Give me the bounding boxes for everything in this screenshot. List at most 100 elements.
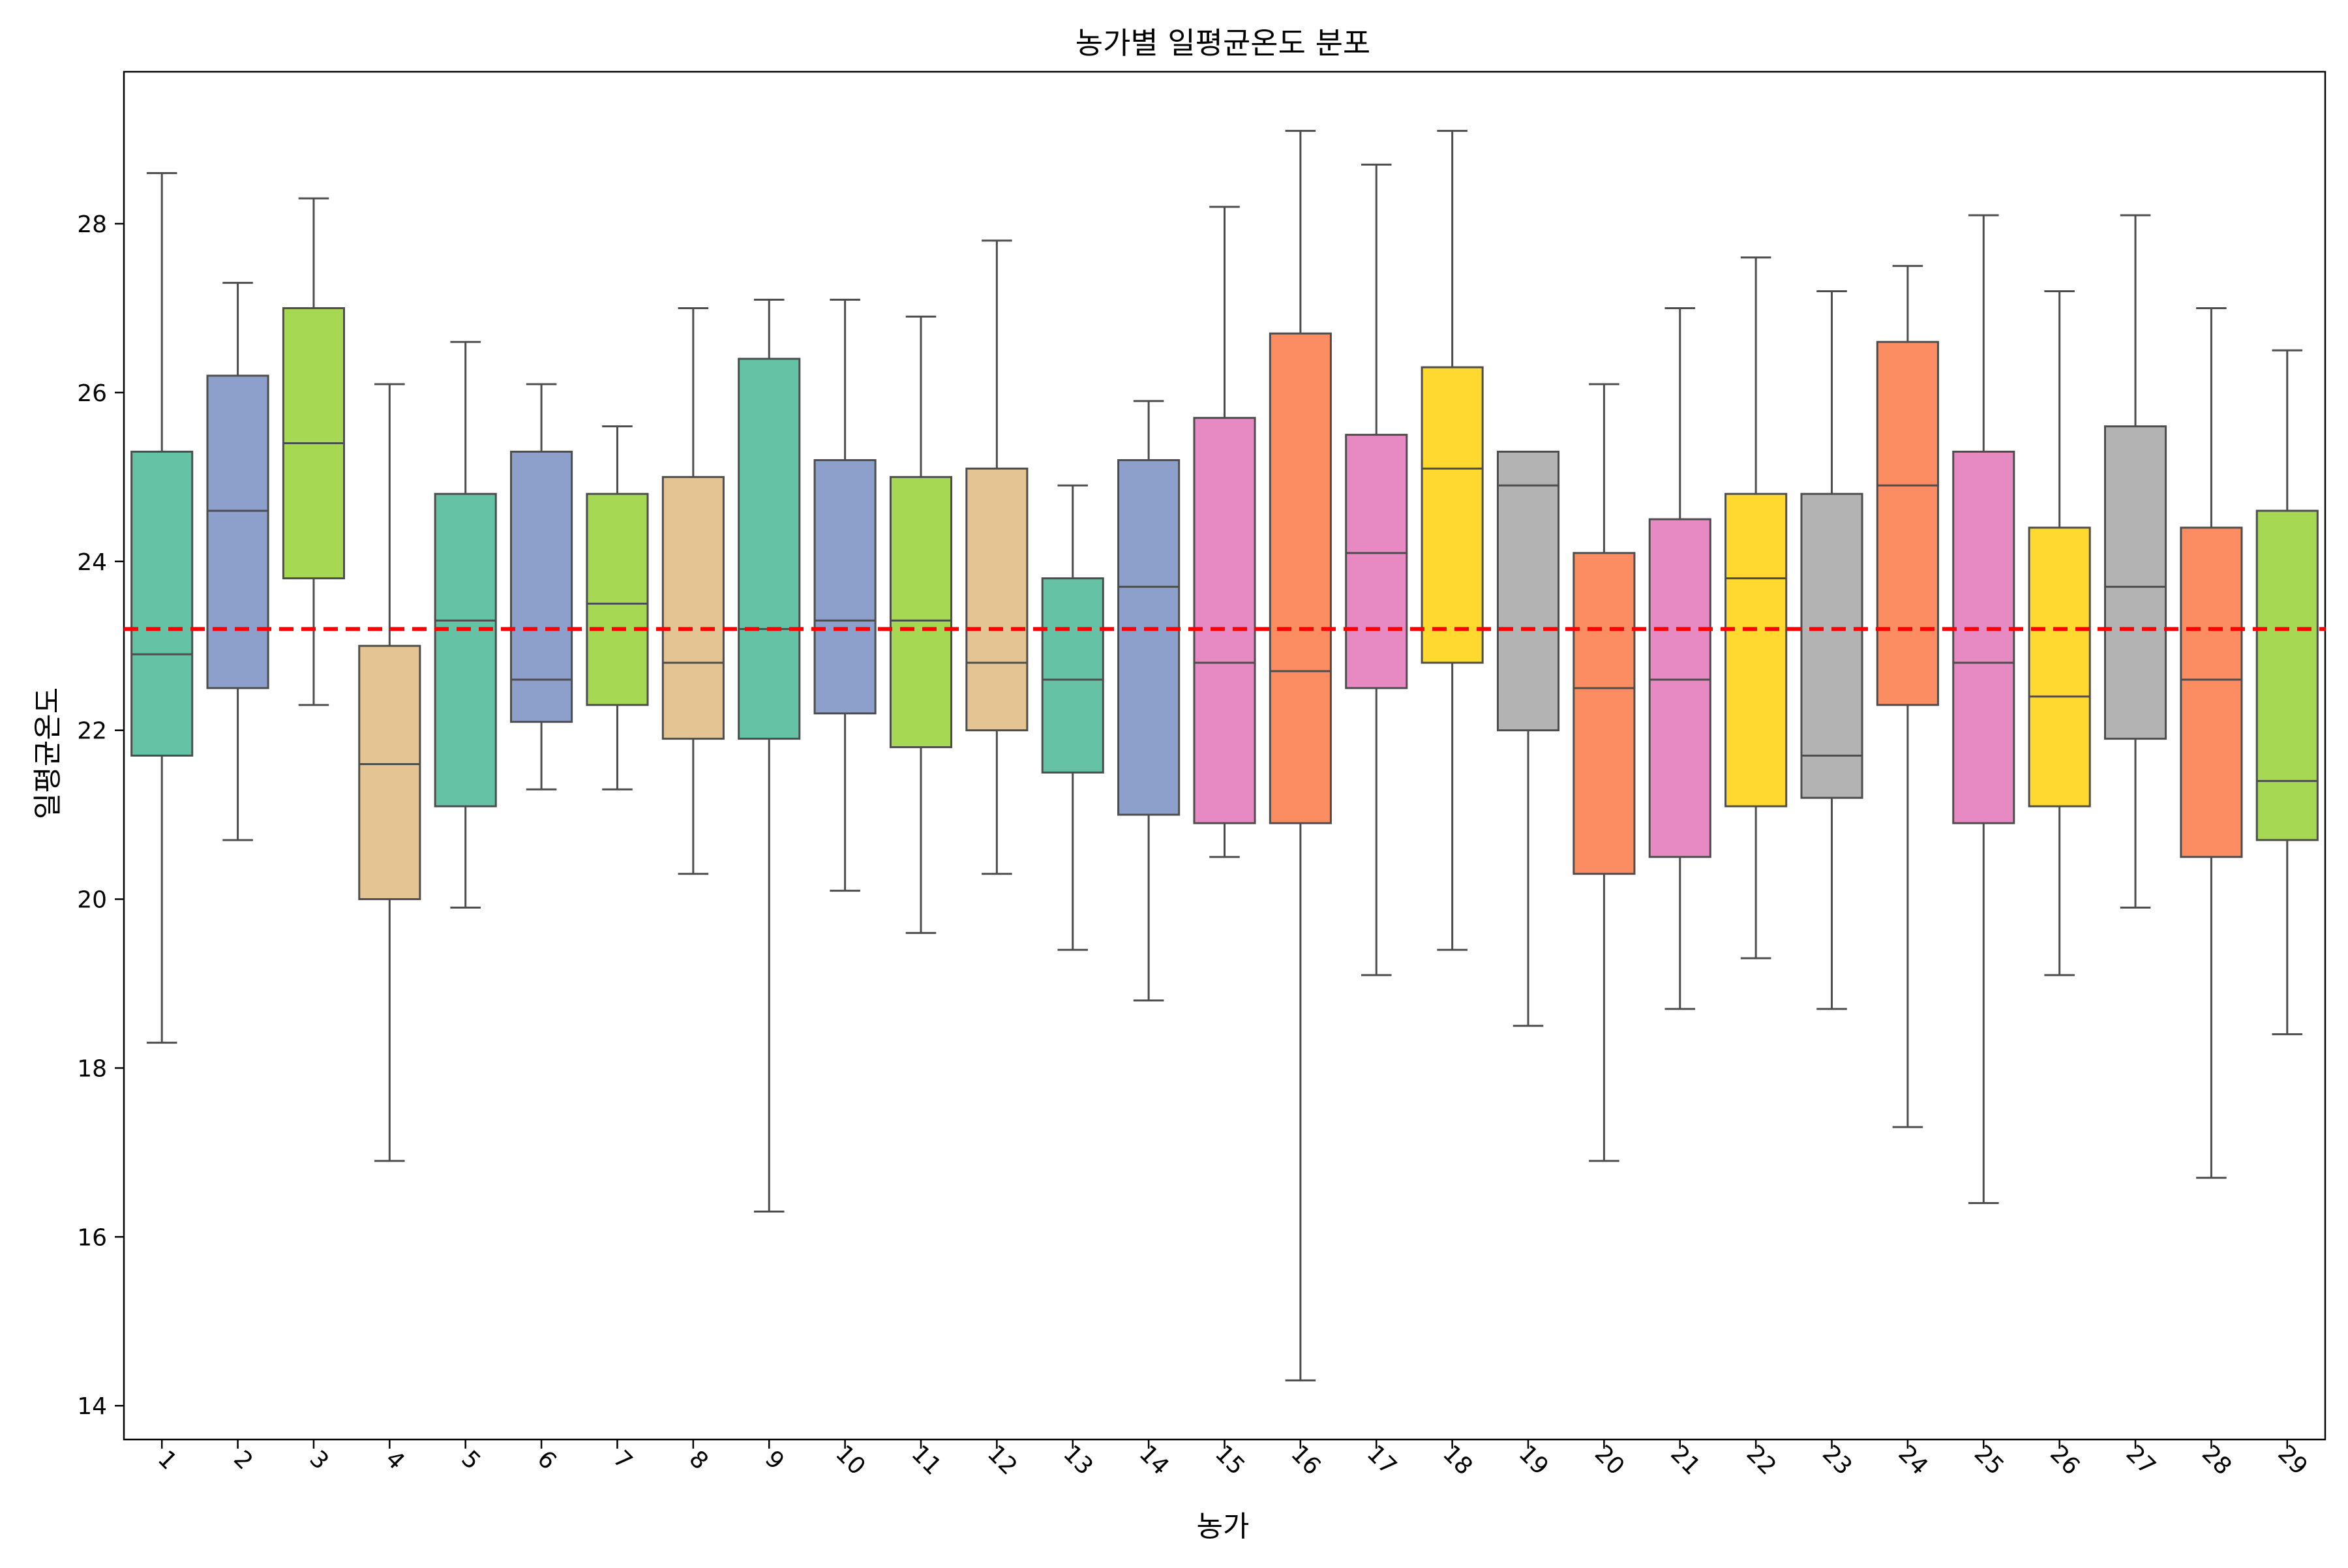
x-tick-label: 26 [2045, 1440, 2085, 1480]
x-tick-label: 18 [1437, 1440, 1477, 1480]
box-20 [1573, 383, 1636, 1162]
x-tick-label: 17 [1362, 1440, 1402, 1480]
iqr-box [813, 459, 877, 715]
box-17 [1345, 163, 1408, 976]
iqr-box [661, 475, 725, 740]
x-tick-label: 8 [684, 1445, 713, 1475]
iqr-box [965, 467, 1029, 732]
x-tick-label: 24 [1893, 1440, 1933, 1480]
x-tick-label: 27 [2120, 1440, 2160, 1480]
box-2 [206, 282, 269, 841]
box-3 [282, 197, 345, 706]
box-24 [1876, 265, 1939, 1128]
x-tick-label: 6 [532, 1445, 562, 1475]
y-tick-label: 18 [77, 1055, 107, 1082]
iqr-box [1345, 434, 1408, 689]
iqr-box [889, 475, 953, 749]
y-tick-label: 20 [77, 887, 107, 914]
x-tick-label: 25 [1969, 1440, 2009, 1480]
iqr-box [1876, 340, 1939, 706]
box-21 [1648, 307, 1711, 1010]
iqr-box [1269, 332, 1332, 824]
box-5 [434, 340, 497, 909]
x-tick-label: 29 [2272, 1440, 2312, 1480]
x-tick-label: 28 [2197, 1440, 2236, 1480]
x-tick-label: 22 [1741, 1440, 1781, 1480]
iqr-box [1193, 417, 1256, 824]
box-25 [1952, 214, 2015, 1205]
y-tick-label: 22 [77, 718, 107, 745]
box-12 [965, 239, 1029, 875]
x-tick-label: 20 [1589, 1440, 1629, 1480]
iqr-box [1648, 518, 1711, 858]
box-19 [1496, 451, 1560, 1027]
x-axis-label: 농가 [1197, 1510, 1250, 1543]
box-16 [1269, 130, 1332, 1381]
iqr-box [358, 644, 421, 901]
iqr-box [206, 374, 269, 689]
y-tick-label: 16 [77, 1224, 107, 1251]
y-tick-label: 26 [77, 380, 107, 407]
box-6 [510, 383, 573, 791]
x-tick-label: 9 [760, 1445, 789, 1475]
iqr-box [1800, 492, 1863, 799]
box-10 [813, 299, 877, 892]
box-11 [889, 315, 953, 934]
box-23 [1800, 290, 1863, 1010]
x-tick-label: 10 [830, 1440, 870, 1480]
y-tick-label: 24 [77, 549, 107, 576]
box-1 [130, 172, 194, 1044]
y-axis-label: 일평균온도 [31, 687, 65, 819]
x-tick-label: 3 [304, 1445, 333, 1475]
x-tick-label: 15 [1210, 1440, 1250, 1480]
x-tick-label: 4 [380, 1445, 410, 1475]
x-tick-label: 19 [1513, 1440, 1553, 1480]
iqr-box [2255, 509, 2319, 841]
box-13 [1041, 484, 1104, 951]
iqr-box [1421, 366, 1484, 664]
x-tick-label: 11 [906, 1440, 946, 1480]
box-18 [1421, 130, 1484, 951]
iqr-box [2028, 526, 2091, 807]
x-tick-label: 2 [228, 1445, 258, 1475]
chart-title: 농가별 일평균온도 분포 [1076, 25, 1370, 61]
y-tick-label: 14 [77, 1393, 107, 1420]
x-tick-label: 14 [1134, 1440, 1174, 1480]
iqr-box [586, 492, 649, 706]
box-14 [1117, 400, 1181, 1002]
iqr-box [738, 357, 801, 740]
box-28 [2180, 307, 2243, 1179]
box-22 [1724, 256, 1788, 959]
box-7 [586, 425, 649, 791]
iqr-box [1117, 459, 1181, 816]
box-8 [661, 307, 725, 875]
x-tick-label: 1 [153, 1445, 182, 1475]
x-tick-label: 12 [982, 1440, 1022, 1480]
x-tick-label: 5 [456, 1445, 485, 1475]
box-9 [738, 299, 801, 1213]
box-27 [2104, 214, 2167, 909]
y-tick-label: 28 [77, 211, 107, 238]
box-29 [2255, 349, 2319, 1036]
iqr-box [510, 451, 573, 723]
x-tick-label: 23 [1817, 1440, 1857, 1480]
x-tick-label: 7 [608, 1445, 637, 1475]
iqr-box [1952, 451, 2015, 824]
box-4 [358, 383, 421, 1162]
iqr-box [2180, 526, 2243, 858]
iqr-box [1041, 577, 1104, 774]
iqr-box [130, 451, 194, 757]
iqr-box [2104, 425, 2167, 740]
iqr-box [434, 492, 497, 807]
box-15 [1193, 205, 1256, 858]
x-tick-label: 16 [1286, 1440, 1325, 1480]
x-tick-label: 21 [1665, 1440, 1705, 1480]
iqr-box [1724, 492, 1788, 807]
box-26 [2028, 290, 2091, 976]
x-tick-label: 13 [1058, 1440, 1098, 1480]
iqr-box [1573, 552, 1636, 875]
iqr-box [1496, 451, 1560, 732]
